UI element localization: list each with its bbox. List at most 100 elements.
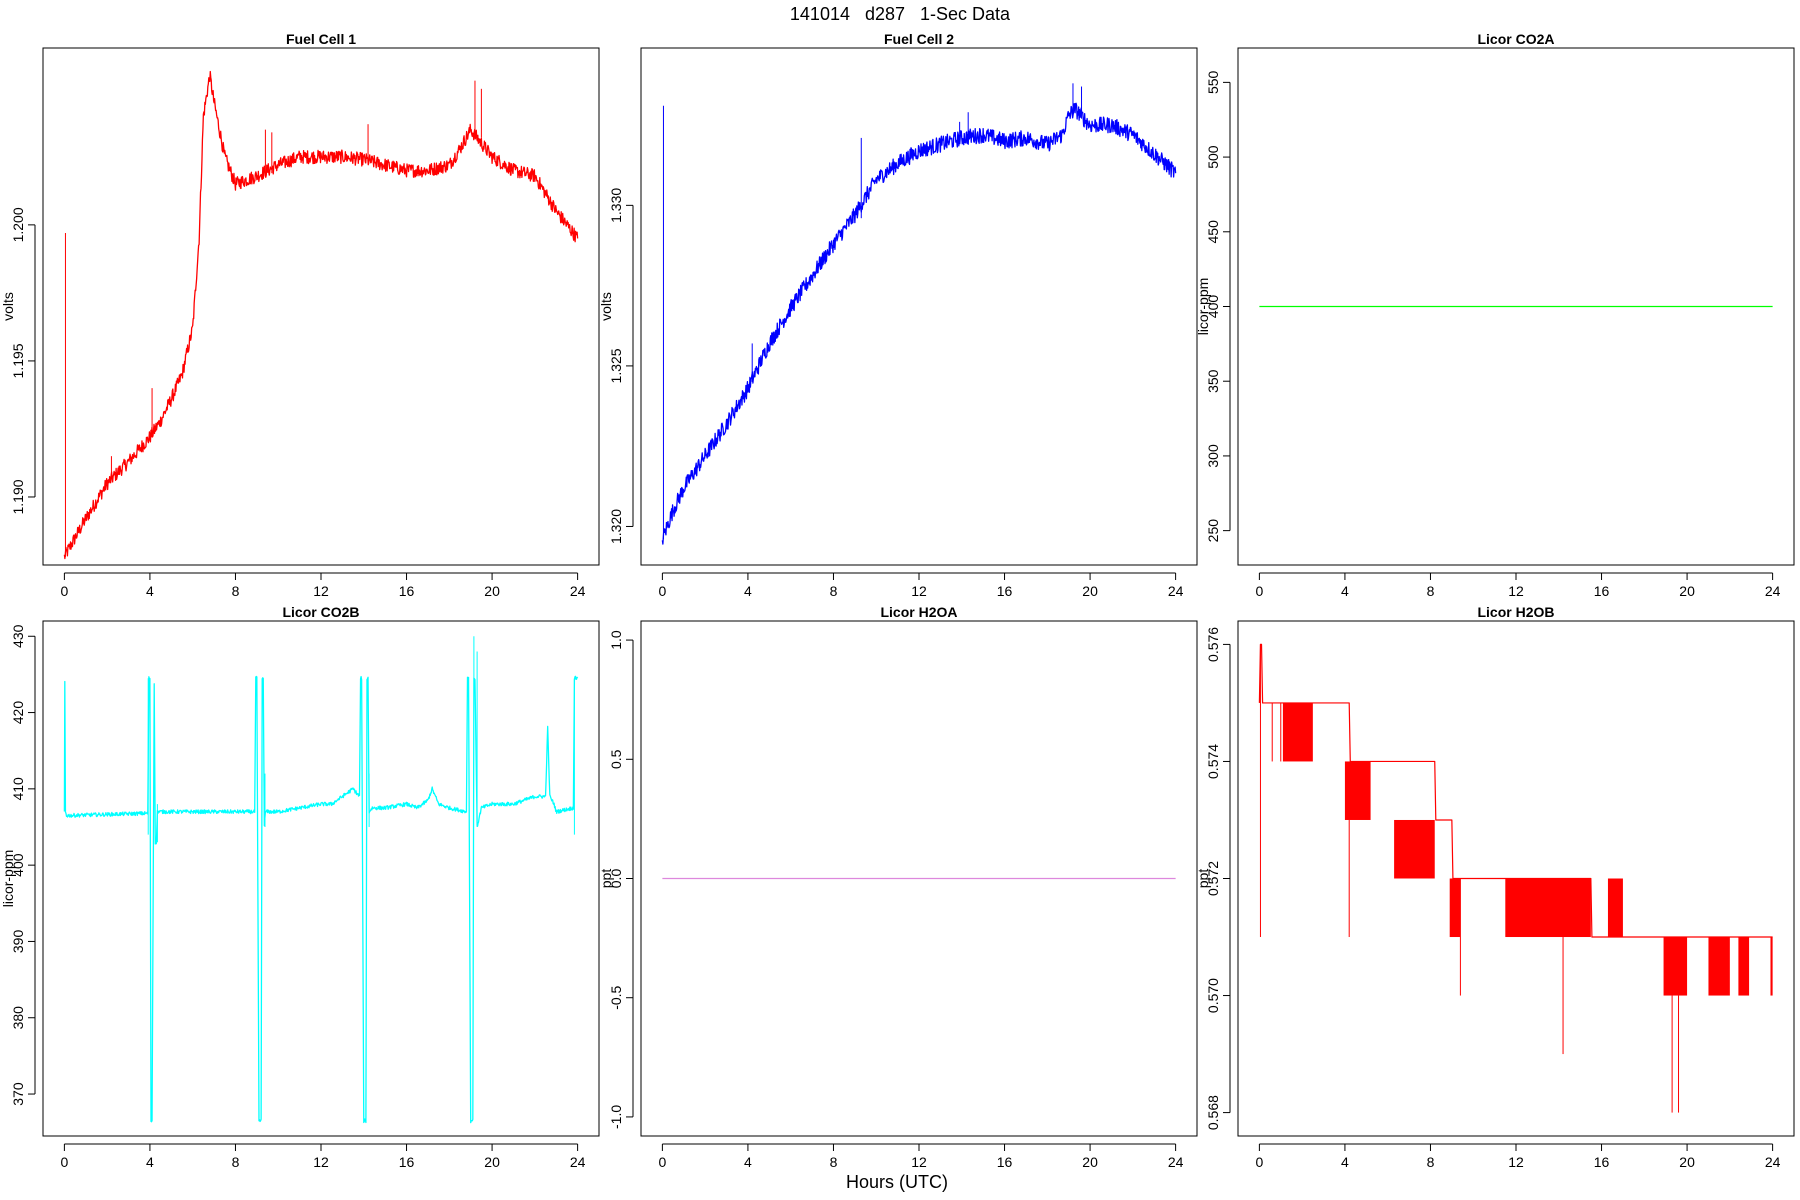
panel-3: Licor CO2A 0 4 8 12 16 20 24 250 300 350 400 450 500 5… [1195, 31, 1795, 599]
data-band [1394, 819, 1435, 879]
y-tick-label: -0.5 [608, 985, 624, 1009]
x-tick-label: 16 [997, 1154, 1013, 1170]
x-tick-label: 0 [60, 1154, 68, 1170]
y-tick-label: 1.190 [10, 479, 26, 514]
panel-title: Licor CO2B [282, 604, 359, 620]
panel-5: Licor H2OA 0 4 8 12 16 20 24 -1.0 -0.5 0.0 0.5 1.0 pp… [598, 604, 1198, 1170]
x-axis: 0 4 8 12 16 20 24 [60, 572, 586, 599]
data-band [1344, 761, 1371, 820]
y-tick-label: 430 [10, 624, 26, 648]
panel-2: Fuel Cell 2 0 4 8 12 16 20 24 1.320 1.325 1.330 vol… [598, 31, 1198, 599]
x-tick-label: 0 [1255, 583, 1263, 599]
panel-frame [640, 620, 1198, 1137]
y-axis-label: ppt [1195, 869, 1211, 889]
y-tick-label: 1.200 [10, 207, 26, 242]
x-tick-label: 24 [1168, 1154, 1184, 1170]
panels-group: Fuel Cell 1 0 4 8 12 16 20 24 1.190 1.195 1.200 vol… [0, 31, 1795, 1170]
x-tick-label: 0 [60, 583, 68, 599]
x-tick-label: 16 [399, 1154, 415, 1170]
y-tick-label: 550 [1205, 70, 1221, 94]
data-band [1738, 937, 1750, 996]
panel-4: Licor CO2B 0 4 8 12 16 20 24 370 380 390 400 410 420 4… [0, 604, 600, 1170]
x-tick-label: 20 [1082, 1154, 1098, 1170]
x-axis: 0 4 8 12 16 20 24 [1255, 572, 1781, 599]
y-tick-label: 0.576 [1205, 627, 1221, 662]
x-tick-label: 20 [484, 583, 500, 599]
y-tick-label: 0.572 [1205, 861, 1221, 896]
data-line [63, 675, 579, 1124]
y-tick-label: 300 [1205, 444, 1221, 468]
data-band [1663, 937, 1688, 996]
x-tick-label: 12 [313, 583, 329, 599]
x-tick-label: 24 [570, 1154, 586, 1170]
panel-title: Fuel Cell 2 [884, 31, 954, 47]
panel-1: Fuel Cell 1 0 4 8 12 16 20 24 1.190 1.195 1.200 vol… [0, 31, 600, 599]
panel-title: Fuel Cell 1 [286, 31, 356, 47]
x-tick-label: 24 [1765, 583, 1781, 599]
y-tick-label: 0.570 [1205, 978, 1221, 1013]
y-axis: -1.0 -0.5 0.0 0.5 1.0 [608, 630, 634, 1129]
y-tick-label: 370 [10, 1082, 26, 1106]
panel-6: Licor H2OB 0 4 8 12 16 20 24 0.568 0.570 0.572 0.57… [1195, 604, 1795, 1170]
y-axis-label: volts [598, 292, 614, 321]
data-line [661, 102, 1177, 545]
panel-title: Licor H2OB [1477, 604, 1554, 620]
panel-frame [1237, 620, 1795, 1137]
y-tick-label: 400 [1205, 295, 1221, 319]
x-tick-label: 0 [1255, 1154, 1263, 1170]
x-axis: 0 4 8 12 16 20 24 [60, 1143, 586, 1170]
y-tick-label: 390 [10, 930, 26, 954]
figure-title: 141014 d287 1-Sec Data [790, 4, 1011, 24]
y-axis: 1.190 1.195 1.200 [10, 207, 36, 514]
y-tick-label: 0.574 [1205, 744, 1221, 779]
y-axis: 250 300 350 400 450 500 550 [1205, 70, 1231, 542]
x-tick-label: 0 [658, 1154, 666, 1170]
x-tick-label: 4 [1341, 583, 1349, 599]
x-tick-label: 4 [146, 1154, 154, 1170]
panel-title: Licor H2OA [880, 604, 957, 620]
y-tick-label: 380 [10, 1006, 26, 1030]
y-tick-label: 1.325 [608, 348, 624, 383]
x-tick-label: 12 [313, 1154, 329, 1170]
y-tick-label: 1.0 [608, 630, 624, 650]
data-band [1282, 702, 1313, 762]
x-tick-label: 8 [830, 583, 838, 599]
x-tick-label: 12 [1508, 583, 1524, 599]
x-tick-label: 4 [1341, 1154, 1349, 1170]
panel-frame [42, 47, 600, 566]
x-tick-label: 8 [1427, 583, 1435, 599]
x-tick-label: 8 [830, 1154, 838, 1170]
y-tick-label: 1.330 [608, 188, 624, 223]
x-tick-label: 16 [1594, 1154, 1610, 1170]
x-tick-label: 20 [1679, 583, 1695, 599]
y-tick-label: 410 [10, 777, 26, 801]
y-axis: 370 380 390 400 410 420 430 [10, 624, 36, 1106]
y-axis-label: volts [0, 292, 16, 321]
x-tick-label: 12 [1508, 1154, 1524, 1170]
data-line [1258, 643, 1773, 938]
y-axis: 1.320 1.325 1.330 [608, 188, 634, 544]
x-tick-label: 4 [744, 583, 752, 599]
panel-frame [42, 620, 600, 1137]
x-tick-label: 24 [1168, 583, 1184, 599]
panel-frame [640, 47, 1198, 566]
x-tick-label: 24 [1765, 1154, 1781, 1170]
y-tick-label: 1.195 [10, 343, 26, 378]
data-band [1708, 937, 1730, 996]
data-band [1449, 878, 1461, 938]
y-axis-label: licor-ppm [0, 850, 16, 908]
y-axis: 0.568 0.570 0.572 0.574 0.576 [1205, 627, 1231, 1130]
x-tick-label: 24 [570, 583, 586, 599]
x-axis: 0 4 8 12 16 20 24 [1255, 1143, 1781, 1170]
data-band [1770, 937, 1773, 996]
x-tick-label: 16 [399, 583, 415, 599]
panel-frame [1237, 47, 1795, 566]
x-tick-label: 16 [997, 583, 1013, 599]
x-tick-label: 8 [1427, 1154, 1435, 1170]
x-tick-label: 8 [232, 583, 240, 599]
x-tick-label: 12 [911, 583, 927, 599]
y-tick-label: 1.320 [608, 509, 624, 544]
x-tick-label: 4 [146, 583, 154, 599]
x-axis: 0 4 8 12 16 20 24 [658, 1143, 1184, 1170]
